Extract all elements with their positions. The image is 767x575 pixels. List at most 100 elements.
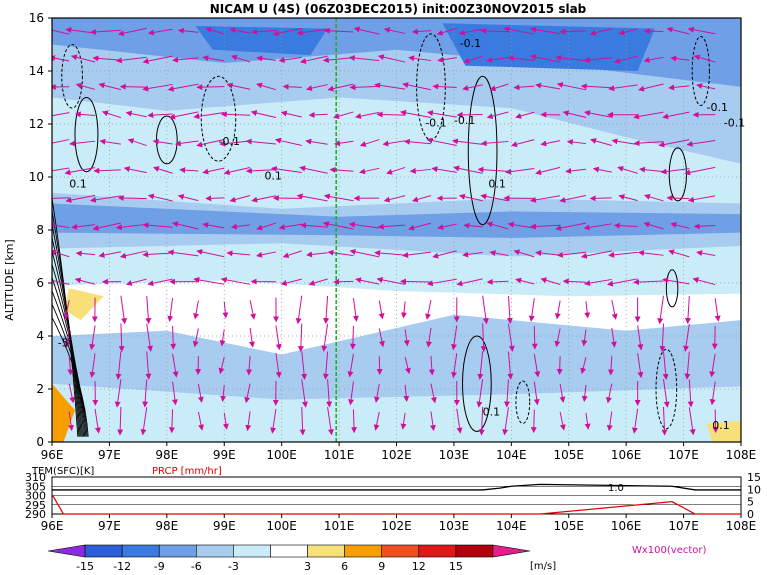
wind-vector <box>693 223 716 230</box>
wind-vector <box>378 328 385 348</box>
wind-vector <box>68 411 75 432</box>
wind-vector <box>145 351 152 380</box>
wind-vector <box>374 383 380 403</box>
wind-vector <box>63 300 70 320</box>
wind-vector <box>348 381 355 406</box>
wind-vector <box>661 406 668 436</box>
wind-vector <box>684 166 716 176</box>
x-axis-surface: 96E 97E 98E 99E 100E 101E 102E 103E 104E 105E 106E… <box>41 514 756 533</box>
wind-vector <box>515 277 535 285</box>
chart-title: NICAM U (4S) (06Z03DEC2015) init:00Z30NO… <box>210 2 587 16</box>
wind-vector <box>323 27 354 34</box>
wind-vector <box>246 355 253 376</box>
wind-vector <box>451 138 483 145</box>
wind-vector <box>171 381 178 406</box>
wind-vector <box>714 298 721 322</box>
wind-vector <box>456 278 483 287</box>
contour-line <box>515 380 531 424</box>
wind-vector <box>352 298 359 322</box>
wind-vector <box>556 251 587 258</box>
wind-vector <box>140 407 148 436</box>
wind-vector <box>348 221 380 229</box>
wind-vector <box>71 223 96 230</box>
right-axis-label: PRCP [mm/hr] <box>152 466 222 477</box>
wind-vector <box>306 251 328 258</box>
wind-vector <box>202 167 225 175</box>
wind-vector <box>402 251 432 258</box>
wind-vector <box>590 138 612 146</box>
wind-vector <box>637 325 644 351</box>
colorbar-swatch <box>158 544 197 558</box>
wind-vector <box>662 351 669 380</box>
y-tick-label: 8 <box>36 223 44 237</box>
x-tick-label: 96E <box>41 448 64 462</box>
contour-label: -5 <box>58 337 69 350</box>
wind-vector <box>535 250 561 257</box>
wind-vector <box>430 383 437 404</box>
wind-vector <box>613 222 638 229</box>
wind-vector <box>511 139 535 148</box>
wind-vector <box>436 27 457 36</box>
wind-vector <box>280 110 302 118</box>
wind-vector <box>115 56 147 64</box>
wind-vector <box>196 249 225 258</box>
wind-vector <box>533 381 540 406</box>
wind-vector <box>502 407 509 436</box>
colorbar-tick-label: -6 <box>191 560 202 573</box>
wind-vector <box>638 83 664 92</box>
wind-vector <box>127 138 147 147</box>
wind-vector <box>115 223 147 231</box>
x-tick-label: 98E <box>155 448 178 462</box>
wind-vector <box>505 167 535 175</box>
wind-vector <box>147 278 173 287</box>
wind-vector <box>152 166 173 174</box>
wind-vector <box>581 329 588 347</box>
wind-vector <box>229 195 251 203</box>
wind-vector <box>633 279 664 286</box>
wind-vector <box>463 55 483 64</box>
wind-vector <box>52 197 70 199</box>
colorbar-swatch <box>455 544 494 558</box>
colorbar-swatch <box>492 544 531 558</box>
contour-label: -0.1 <box>460 37 481 50</box>
contour-label: 0.1 <box>483 406 501 419</box>
x-tick-label: 107E <box>668 448 699 462</box>
wind-vector <box>117 194 147 201</box>
wind-vector <box>618 28 638 36</box>
wind-vector <box>426 137 457 147</box>
colorbar-swatch <box>381 544 420 558</box>
wind-vector <box>637 250 664 256</box>
contour-label: 0.1 <box>264 170 282 183</box>
wind-vector <box>308 111 328 118</box>
wind-vector <box>503 26 535 35</box>
wind-vector <box>409 167 431 174</box>
wind-vector <box>218 357 225 375</box>
wind-vector <box>167 83 199 92</box>
wind-vector <box>662 111 690 120</box>
colorbar-swatch <box>307 544 345 558</box>
wind-vector <box>377 54 406 63</box>
wind-vector <box>556 356 563 376</box>
wind-vector <box>535 82 561 90</box>
contour-label: -0.1 <box>454 114 475 127</box>
wind-vector <box>617 165 638 174</box>
wind-vector <box>220 384 227 402</box>
wind-vector <box>326 379 333 408</box>
x-tick-label: 104E <box>496 448 527 462</box>
left-axis-tick-label: 305 <box>25 480 46 493</box>
wind-vector <box>530 409 537 434</box>
colorbar-swatch <box>196 544 234 558</box>
y-axis-main: 0 2 4 6 8 10 12 14 16 <box>29 11 52 449</box>
contour-line <box>655 348 678 430</box>
wind-vector <box>611 299 618 320</box>
wind-vector <box>205 27 225 35</box>
wind-vector <box>607 278 638 287</box>
wind-vector <box>146 323 153 352</box>
wind-vector <box>75 82 96 90</box>
x-tick-label: 103E <box>439 448 470 462</box>
y-tick-label: 0 <box>36 435 44 449</box>
wind-vector <box>376 111 406 118</box>
wind-vector <box>270 408 277 434</box>
wind-vector <box>278 223 302 231</box>
colorbar: -15 -12 -9 -6 -3 3 6 9 12 15 [m/s] Wx100(vector) <box>47 544 707 573</box>
